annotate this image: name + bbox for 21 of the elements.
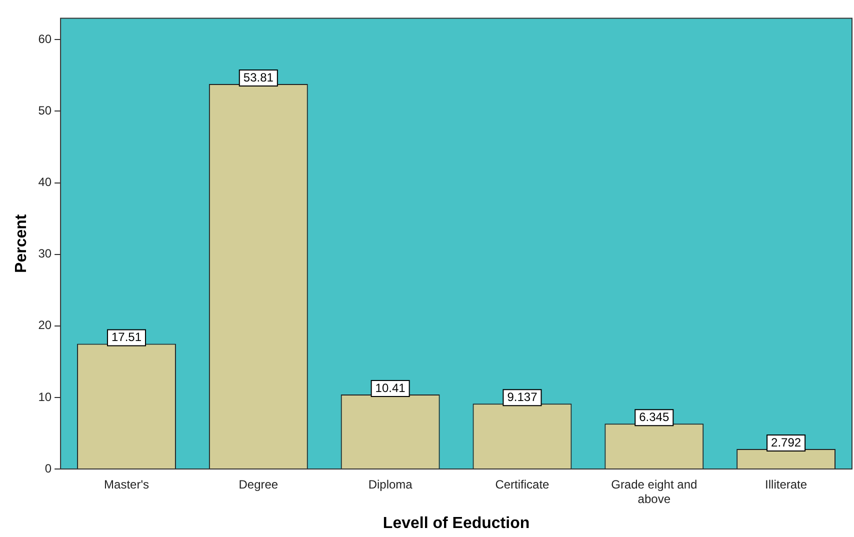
y-axis-title: Percent bbox=[13, 214, 30, 273]
data-label: 10.41 bbox=[375, 380, 406, 395]
data-label: 6.345 bbox=[639, 410, 670, 424]
y-tick-label: 50 bbox=[38, 104, 52, 118]
x-axis-title: Levell of Eeduction bbox=[382, 514, 530, 532]
x-tick-label: Illiterate bbox=[765, 478, 808, 492]
x-tick-label: Certificate bbox=[495, 478, 550, 492]
y-tick-label: 60 bbox=[38, 32, 52, 46]
y-tick-label: 0 bbox=[44, 461, 52, 476]
data-label: 17.51 bbox=[111, 330, 142, 344]
x-tick-label: Degree bbox=[238, 478, 278, 492]
y-tick-label: 40 bbox=[38, 175, 52, 190]
x-tick-label: Grade eight and above bbox=[611, 478, 698, 506]
y-tick-label: 20 bbox=[38, 318, 52, 332]
data-label: 9.137 bbox=[507, 390, 538, 404]
x-tick-label: Diploma bbox=[368, 478, 413, 492]
y-tick-label: 30 bbox=[38, 246, 52, 261]
x-tick-label: Master's bbox=[104, 478, 149, 492]
data-label: 2.792 bbox=[771, 435, 802, 450]
data-label: 53.81 bbox=[243, 70, 274, 84]
y-tick-label: 10 bbox=[38, 390, 52, 404]
